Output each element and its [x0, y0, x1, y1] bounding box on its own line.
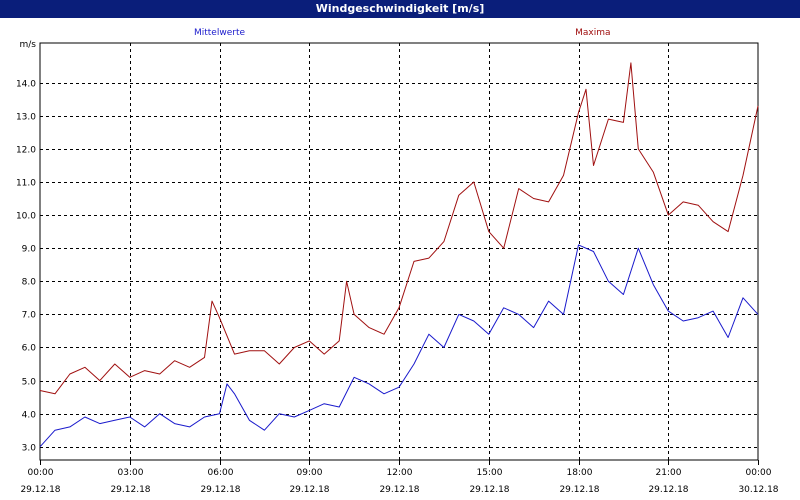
chart-title-bar: Windgeschwindigkeit [m/s] [0, 0, 800, 18]
x-tick-date: 29.12.18 [379, 485, 419, 495]
wind-speed-chart: 3.0 4.0 5.0 6.0 7.0 8.0 9.0 10.0 11.0 12.0 13.0 14.… [16, 28, 779, 495]
y-tick-label: 14.0 [16, 80, 36, 90]
x-tick-time: 03:00 [118, 468, 144, 478]
y-tick-label: 8.0 [22, 278, 37, 288]
chart-area: 3.0 4.0 5.0 6.0 7.0 8.0 9.0 10.0 11.0 12.0 13.0 14.… [0, 18, 800, 500]
y-axis-label: m/s [20, 40, 37, 50]
x-tick-date: 30.12.18 [738, 485, 778, 495]
y-tick-label: 7.0 [22, 311, 37, 321]
x-tick-time: 15:00 [477, 468, 503, 478]
x-tick-date: 29.12.18 [648, 485, 688, 495]
x-tick-date: 29.12.18 [289, 485, 329, 495]
legend-mittelwerte: Mittelwerte [194, 28, 245, 38]
x-tick-time: 12:00 [387, 468, 413, 478]
series-line-mittelwerte [39, 244, 759, 448]
y-tick-label: 5.0 [22, 378, 37, 388]
x-tick-date: 29.12.18 [20, 485, 60, 495]
y-tick-label: 4.0 [22, 411, 37, 421]
series-line-maxima [39, 62, 759, 395]
x-tick-date: 29.12.18 [559, 485, 599, 495]
legend-maxima: Maxima [575, 28, 610, 38]
x-tick-time: 09:00 [297, 468, 323, 478]
x-tick-time: 00:00 [28, 468, 54, 478]
y-tick-label: 13.0 [16, 113, 36, 123]
y-tick-label: 12.0 [16, 146, 36, 156]
x-tick-time: 00:00 [746, 468, 772, 478]
x-tick-date: 29.12.18 [200, 485, 240, 495]
y-tick-label: 11.0 [16, 179, 36, 189]
x-tick-time: 18:00 [567, 468, 593, 478]
y-tick-label: 3.0 [22, 444, 37, 454]
x-tick-time: 21:00 [656, 468, 682, 478]
x-tick-date: 29.12.18 [469, 485, 509, 495]
y-tick-label: 10.0 [16, 212, 36, 222]
chart-title: Windgeschwindigkeit [m/s] [315, 2, 485, 15]
x-tick-time: 06:00 [208, 468, 234, 478]
y-tick-label: 6.0 [22, 344, 37, 354]
y-tick-label: 9.0 [22, 245, 37, 255]
x-tick-date: 29.12.18 [110, 485, 150, 495]
